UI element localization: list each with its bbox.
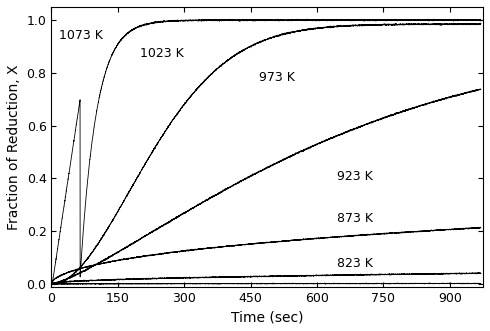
Text: 973 K: 973 K <box>260 71 295 84</box>
Text: 873 K: 873 K <box>337 212 373 225</box>
Text: 823 K: 823 K <box>337 257 373 270</box>
Y-axis label: Fraction of Reduction, X: Fraction of Reduction, X <box>7 64 21 229</box>
Text: 923 K: 923 K <box>337 170 373 183</box>
X-axis label: Time (sec): Time (sec) <box>231 310 303 324</box>
Text: 1073 K: 1073 K <box>59 28 103 42</box>
Text: 1023 K: 1023 K <box>140 47 184 60</box>
